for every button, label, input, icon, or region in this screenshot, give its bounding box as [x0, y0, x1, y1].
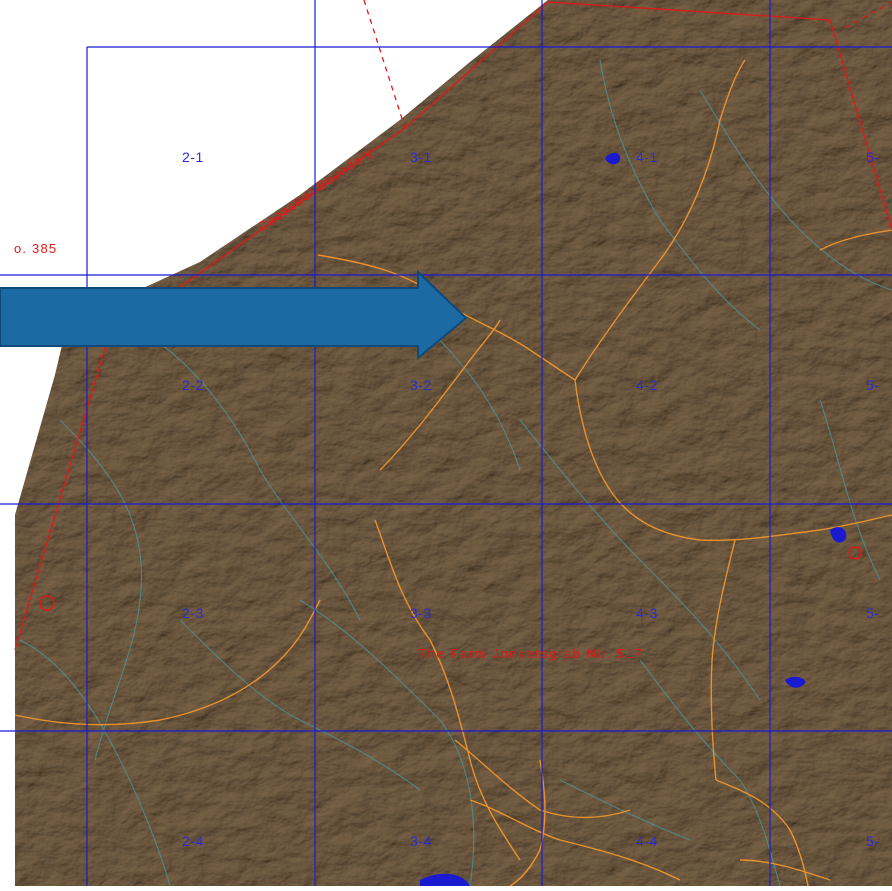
grid-cell-label: 2-4 [182, 833, 204, 849]
boundary-marker-east [848, 546, 862, 560]
grid-cell-label: 5- [866, 605, 879, 621]
grid-cell-label: 5- [866, 149, 879, 165]
grid-cell-label: 4-3 [636, 605, 658, 621]
adjacent-farm-number-label: o. 385 [14, 241, 57, 256]
grid-cell-label: 2-1 [182, 149, 204, 165]
grid-cell-label: 4-1 [636, 149, 658, 165]
grid-cell-label: 5- [866, 377, 879, 393]
grid-cell-labels: 2-1 3-1 4-1 5- 2-2 3-2 4-2 5- 2-3 3-3 4-… [182, 149, 879, 849]
grid-cell-label: 3-3 [410, 605, 432, 621]
grid-cell-label: 3-1 [410, 149, 432, 165]
grid-cell-label: 3-2 [410, 377, 432, 393]
orange-features [14, 59, 892, 887]
farm-name-label: The Farm Jonkersgrab No. 517 [418, 646, 643, 661]
grid-cell-label: 2-3 [182, 605, 204, 621]
grid-cell-label: 2-2 [182, 377, 204, 393]
drainage-lines [19, 59, 892, 887]
right-arrow-icon [0, 269, 468, 361]
grid-cell-label: 3-4 [410, 833, 432, 849]
water-features [420, 152, 847, 886]
boundary-marker-west [39, 595, 55, 611]
grid-cell-label: 4-2 [636, 377, 658, 393]
grid-cell-label: 4-4 [636, 833, 658, 849]
grid-cell-label: 5- [866, 833, 879, 849]
